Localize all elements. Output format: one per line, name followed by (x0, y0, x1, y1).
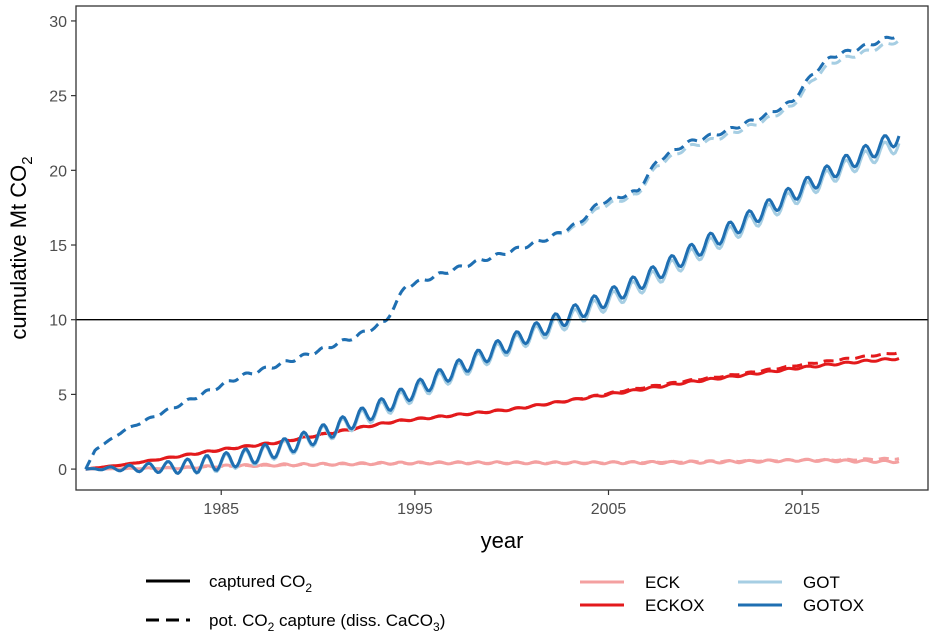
x-tick-label: 1995 (397, 501, 433, 518)
plot-panel-border (75, 5, 929, 491)
legend-label-captured: captured CO2 (209, 572, 312, 595)
legend-color: ECK ECKOX GOT GOTOX (580, 573, 864, 615)
series-line-eck-dashed (85, 456, 900, 471)
series-line-eckox-solid (85, 357, 900, 471)
y-tick-label: 15 (49, 238, 67, 255)
y-tick-label: 5 (58, 387, 67, 404)
y-axis-title: cumulative Mt CO2 (6, 156, 36, 339)
series-line-gotox-dashed (84, 33, 900, 470)
legend-label-got: GOT (803, 573, 840, 592)
x-tick-label: 1985 (203, 501, 239, 518)
series-line-gotox-solid (85, 134, 901, 475)
x-tick-label: 2005 (591, 501, 627, 518)
legend-label-gotox: GOTOX (803, 596, 864, 615)
legend-label-eckox: ECKOX (645, 596, 705, 615)
y-tick-label: 20 (49, 163, 67, 180)
y-tick-label: 30 (49, 14, 67, 31)
y-tick-label: 25 (49, 89, 67, 106)
x-axis-title: year (481, 528, 524, 553)
y-tick-label: 0 (58, 462, 67, 479)
legend-label-potential: pot. CO2 capture (diss. CaCO3) (209, 611, 445, 634)
series-layer (84, 33, 901, 475)
y-tick-label: 10 (49, 313, 67, 330)
legend-label-eck: ECK (645, 573, 681, 592)
legend-linetype: captured CO2 pot. CO2 capture (diss. CaC… (146, 572, 445, 634)
series-line-got-solid (85, 140, 901, 475)
x-axis: 1985 1995 2005 2015 (203, 490, 820, 518)
series-line-eckox-dashed (85, 351, 900, 471)
series-line-got-dashed (84, 39, 900, 470)
x-tick-label: 2015 (784, 501, 820, 518)
y-axis: 0 5 10 15 20 25 30 (49, 14, 76, 479)
